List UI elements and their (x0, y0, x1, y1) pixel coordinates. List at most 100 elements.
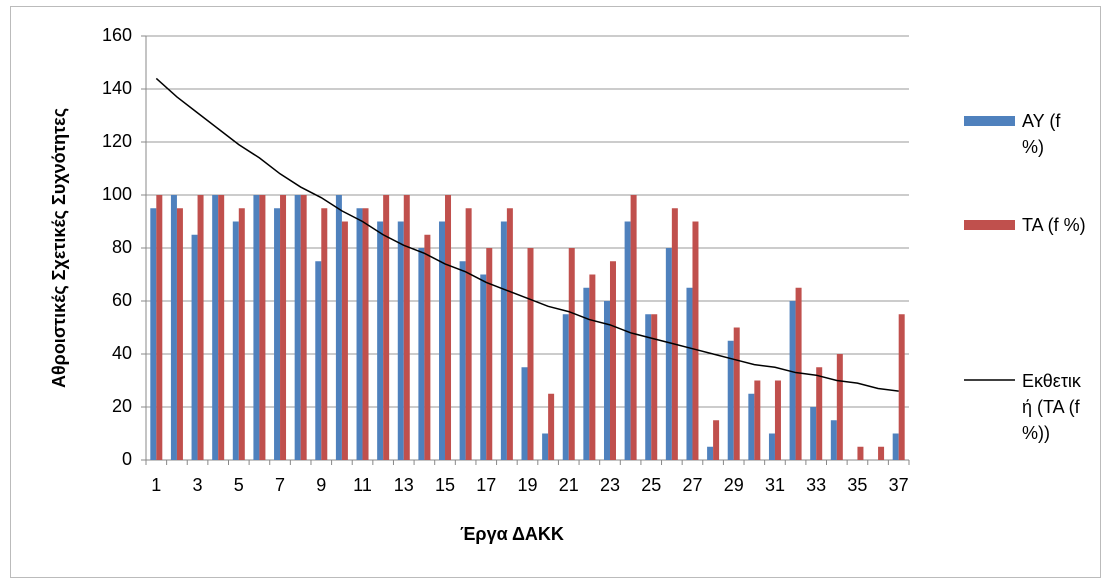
bar (768, 433, 775, 460)
legend-label: ΤΑ (f %) (1022, 215, 1086, 235)
bar (280, 195, 287, 460)
bar (486, 248, 493, 460)
bar (465, 208, 472, 460)
bar (521, 367, 528, 460)
bar (836, 354, 843, 460)
y-tick-label: 160 (102, 25, 132, 45)
bar (459, 261, 466, 460)
bar (810, 407, 817, 460)
bar (341, 221, 348, 460)
x-tick-label: 25 (641, 475, 661, 495)
bar (274, 208, 281, 460)
bar (878, 446, 885, 460)
bar (686, 287, 693, 460)
x-tick-label: 21 (559, 475, 579, 495)
legend-label: ΑΥ (f %) (1022, 111, 1061, 157)
bar (439, 221, 446, 460)
x-tick-label: 3 (193, 475, 203, 495)
bar (356, 208, 363, 460)
x-tick-label: 27 (682, 475, 702, 495)
y-tick-label: 140 (102, 78, 132, 98)
x-tick-label: 9 (316, 475, 326, 495)
bar (176, 208, 183, 460)
x-tick-label: 13 (394, 475, 414, 495)
bar (671, 208, 678, 460)
bar (583, 287, 590, 460)
bar (692, 221, 699, 460)
bar (300, 195, 307, 460)
x-tick-label: 15 (435, 475, 455, 495)
bar (609, 261, 616, 460)
bar (362, 208, 369, 460)
bar (665, 248, 672, 460)
bar (774, 380, 781, 460)
x-tick-label: 7 (275, 475, 285, 495)
bar (259, 195, 266, 460)
x-tick-label: 37 (889, 475, 909, 495)
bar (238, 208, 245, 460)
bar (568, 248, 575, 460)
bar (898, 314, 905, 460)
y-tick-label: 0 (122, 449, 132, 469)
y-tick-label: 40 (112, 343, 132, 363)
bar (294, 195, 301, 460)
bar (754, 380, 761, 460)
bar (589, 274, 596, 460)
bar (651, 314, 658, 460)
bar (748, 393, 755, 460)
bar (500, 221, 507, 460)
bar (403, 195, 410, 460)
legend-swatch (964, 116, 1015, 126)
x-tick-label: 23 (600, 475, 620, 495)
bar (713, 420, 720, 460)
bar (232, 221, 239, 460)
bar (630, 195, 637, 460)
bar (816, 367, 823, 460)
bar (321, 208, 328, 460)
x-tick-label: 5 (234, 475, 244, 495)
bar (707, 446, 714, 460)
y-axis-title: Αθροιστικές Σχετικές Συχνότητες (49, 108, 69, 388)
x-tick-label: 19 (517, 475, 537, 495)
x-tick-label: 17 (476, 475, 496, 495)
bar (191, 234, 198, 460)
y-tick-label: 20 (112, 396, 132, 416)
bar (170, 195, 177, 460)
bar (335, 195, 342, 460)
bar (156, 195, 163, 460)
x-tick-label: 29 (724, 475, 744, 495)
legend-swatch (964, 220, 1015, 230)
bar (892, 433, 899, 460)
x-tick-label: 31 (765, 475, 785, 495)
bar (397, 221, 404, 460)
y-tick-label: 100 (102, 184, 132, 204)
x-axis-title: Έργα ΔΑΚΚ (460, 524, 564, 544)
bar (445, 195, 452, 460)
bar (197, 195, 204, 460)
x-tick-label: 35 (847, 475, 867, 495)
bar (562, 314, 569, 460)
x-tick-label: 1 (151, 475, 161, 495)
bar (645, 314, 652, 460)
trend-line (155, 77, 899, 392)
bar (603, 301, 610, 460)
y-tick-label: 120 (102, 131, 132, 151)
bar (377, 221, 384, 460)
y-tick-label: 60 (112, 290, 132, 310)
bar (424, 234, 431, 460)
bar (624, 221, 631, 460)
bar (733, 327, 740, 460)
bar (857, 446, 864, 460)
y-tick-label: 80 (112, 237, 132, 257)
bar (315, 261, 322, 460)
bar (383, 195, 390, 460)
bar (480, 274, 487, 460)
bar (212, 195, 219, 460)
x-tick-label: 33 (806, 475, 826, 495)
bar (795, 287, 802, 460)
bar (789, 301, 796, 460)
bar (506, 208, 513, 460)
bar (830, 420, 837, 460)
